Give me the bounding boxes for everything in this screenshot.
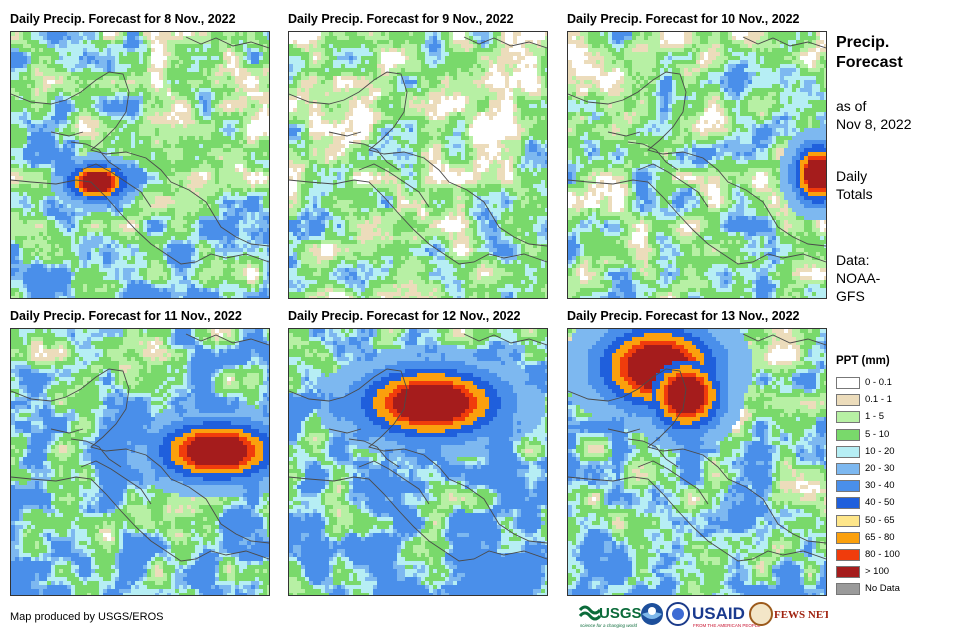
legend-label: 0 - 0.1 (865, 377, 892, 388)
map-title-line-2: Forecast (836, 54, 903, 71)
data-source: Data: NOAA- GFS (836, 251, 880, 305)
map-title: Precip. Forecast (836, 33, 903, 73)
legend-swatch (836, 428, 860, 441)
legend-swatch (836, 566, 860, 579)
legend-label: 40 - 50 (865, 497, 895, 509)
totals-line-2: Totals (836, 186, 873, 202)
map-panel-4 (10, 328, 270, 596)
legend-label: 10 - 20 (865, 445, 895, 457)
legend-swatch (836, 445, 860, 458)
coastline (568, 333, 826, 562)
usgs-tagline: science for a changing world (580, 623, 638, 628)
legend-swatch (836, 514, 860, 527)
legend-swatch (836, 480, 860, 493)
legend-label: 50 - 65 (865, 514, 895, 526)
map-panel-5 (288, 328, 548, 596)
legend-swatch (836, 531, 860, 544)
coastline (289, 36, 547, 265)
legend-label: 80 - 100 (865, 549, 900, 560)
legend-title: PPT (mm) (836, 355, 890, 367)
precip-map-1 (11, 32, 269, 298)
totals-line-1: Daily (836, 168, 868, 184)
as-of-label: as of (836, 98, 867, 114)
legend-swatch (836, 463, 860, 475)
legend-swatch (836, 394, 860, 407)
coastline (11, 333, 269, 562)
precip-map-5 (289, 329, 547, 595)
panel-title-2: Daily Precip. Forecast for 9 Nov., 2022 (288, 12, 514, 26)
legend-label: 30 - 40 (865, 480, 895, 492)
panel-title-4: Daily Precip. Forecast for 11 Nov., 2022 (10, 309, 242, 323)
legend-swatch (836, 377, 860, 389)
panel-title-3: Daily Precip. Forecast for 10 Nov., 2022 (567, 12, 800, 26)
legend-swatch (836, 411, 860, 424)
as-of-value: Nov 8, 2022 (836, 116, 912, 132)
map-panel-1 (10, 31, 270, 299)
map-panel-2 (288, 31, 548, 299)
precip-map-4 (11, 329, 269, 595)
usaid-logo-text: USAID (692, 604, 745, 623)
legend-swatch (836, 583, 860, 596)
usgs-logo-text: USGS (599, 605, 642, 622)
coastline (568, 36, 826, 265)
precip-map-3 (568, 32, 826, 298)
usaid-logo: USAID FROM THE AMERICAN PEOPLE (692, 604, 760, 628)
seal-logo (666, 602, 690, 626)
usgs-logo: USGS science for a changing world (578, 605, 642, 628)
legend-label: 5 - 10 (865, 428, 890, 440)
legend-label: 65 - 80 (865, 531, 895, 543)
as-of-date: as of Nov 8, 2022 (836, 97, 912, 133)
data-source-line-3: GFS (836, 288, 865, 304)
map-title-line-1: Precip. (836, 34, 890, 51)
legend-swatch (836, 549, 860, 561)
legend-label: 0.1 - 1 (865, 394, 892, 406)
fewsnet-logo: FEWS NET (749, 602, 831, 626)
map-panel-6 (567, 328, 827, 596)
panel-title-1: Daily Precip. Forecast for 8 Nov., 2022 (10, 12, 236, 26)
panel-title-5: Daily Precip. Forecast for 12 Nov., 2022 (288, 309, 521, 323)
map-panel-3 (567, 31, 827, 299)
data-source-line-1: Data: (836, 252, 870, 268)
usaid-tagline: FROM THE AMERICAN PEOPLE (693, 623, 760, 628)
logo-strip: USGS science for a changing world USAID … (578, 602, 831, 628)
credit-text: Map produced by USGS/EROS (10, 611, 164, 623)
precip-map-6 (568, 329, 826, 595)
precip-map-2 (289, 32, 547, 298)
legend-swatch (836, 497, 860, 510)
partner-logos: USGS science for a changing world USAID … (578, 600, 831, 630)
totals-note: Daily Totals (836, 167, 873, 203)
legend-label: > 100 (865, 566, 890, 578)
legend-label: No Data (865, 583, 900, 595)
fewsnet-logo-text: FEWS NET (774, 609, 828, 621)
coastline (11, 36, 269, 265)
noaa-logo (641, 603, 663, 625)
coastline (289, 333, 547, 562)
data-source-line-2: NOAA- (836, 270, 881, 286)
panel-title-6: Daily Precip. Forecast for 13 Nov., 2022 (567, 309, 800, 323)
legend-label: 20 - 30 (865, 463, 895, 474)
legend-label: 1 - 5 (865, 411, 885, 423)
